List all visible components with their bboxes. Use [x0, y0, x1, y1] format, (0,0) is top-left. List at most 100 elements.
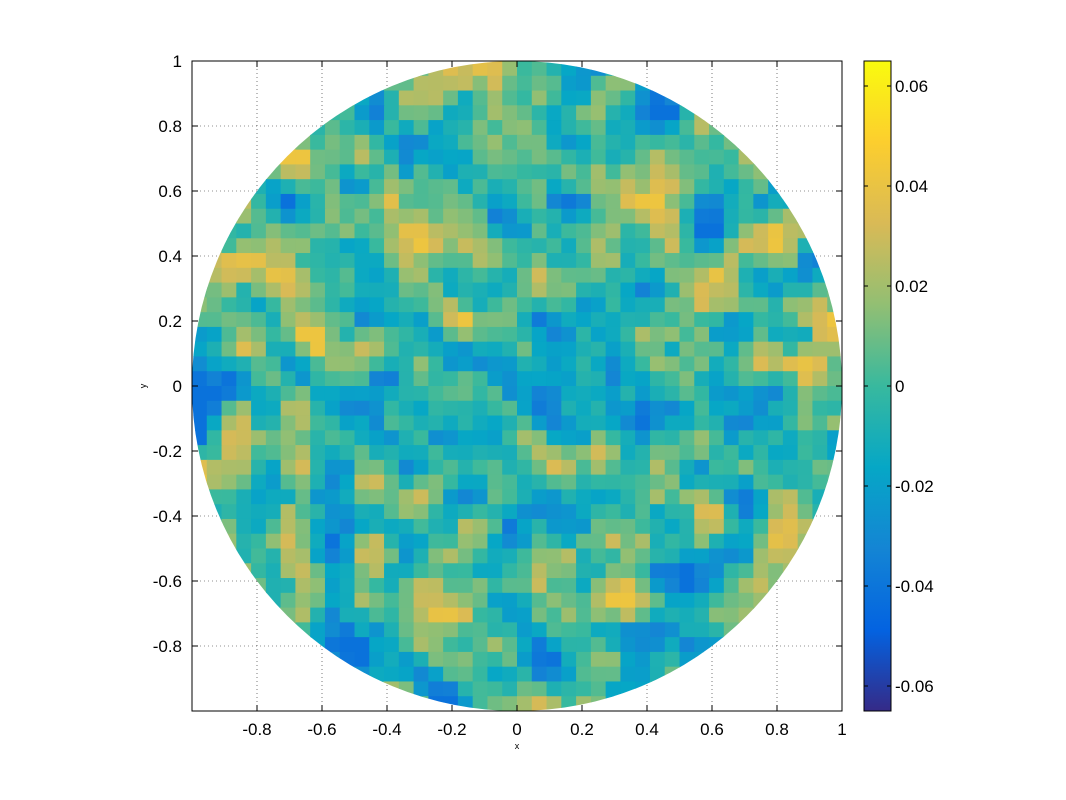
- heatmap-cell: [590, 356, 607, 372]
- heatmap-cell: [738, 267, 754, 284]
- heatmap-cell: [723, 164, 740, 180]
- heatmap-cell: [384, 445, 400, 461]
- heatmap-cell: [723, 474, 740, 491]
- heatmap-cell: [546, 105, 562, 121]
- heatmap-cell: [635, 105, 651, 121]
- heatmap-cell: [517, 267, 533, 284]
- heatmap-cell: [502, 459, 518, 476]
- heatmap-cell: [738, 356, 754, 372]
- heatmap-cell: [324, 179, 341, 195]
- heatmap-cell: [457, 489, 474, 505]
- heatmap-cell: [649, 504, 666, 520]
- heatmap-cell: [398, 208, 415, 225]
- heatmap-cell: [709, 238, 725, 254]
- heatmap-cell: [546, 267, 562, 284]
- heatmap-cell: [398, 164, 415, 180]
- heatmap-cell: [561, 312, 577, 328]
- heatmap-cell: [457, 149, 474, 166]
- heatmap-cell: [472, 386, 489, 402]
- heatmap-cell: [369, 592, 385, 609]
- heatmap-cell: [369, 386, 385, 402]
- heatmap-cell: [251, 297, 267, 313]
- heatmap-cell: [679, 386, 695, 402]
- heatmap-cell: [354, 134, 370, 151]
- heatmap-cell: [679, 578, 695, 594]
- heatmap-cell: [251, 193, 267, 210]
- heatmap-cell: [310, 267, 326, 284]
- heatmap-cell: [457, 297, 474, 313]
- heatmap-cell: [354, 518, 370, 535]
- heatmap-cell: [649, 371, 666, 387]
- heatmap-cell: [428, 578, 444, 594]
- heatmap-cell: [561, 356, 577, 372]
- colorbar-tick-label: 0.06: [895, 77, 928, 96]
- heatmap-cell: [753, 282, 769, 298]
- heatmap-cell: [457, 326, 474, 343]
- heatmap-cell: [310, 371, 326, 387]
- heatmap-cell: [398, 400, 415, 417]
- colorbar-tick-label: 0: [895, 377, 904, 396]
- heatmap-cell: [413, 459, 429, 476]
- heatmap-cell: [398, 607, 415, 623]
- heatmap-cell: [398, 563, 415, 579]
- heatmap-cell: [664, 415, 681, 431]
- heatmap-cell: [251, 415, 267, 431]
- heatmap-cell: [827, 356, 842, 372]
- heatmap-cell: [280, 474, 297, 491]
- heatmap-cell: [280, 253, 297, 269]
- heatmap-cell: [428, 430, 444, 446]
- heatmap-cell: [649, 415, 666, 431]
- heatmap-cell: [384, 238, 400, 254]
- heatmap-cell: [620, 341, 636, 358]
- heatmap-cell: [413, 312, 429, 328]
- heatmap-cell: [782, 341, 799, 358]
- heatmap-cell: [339, 548, 356, 564]
- heatmap-cell: [384, 518, 400, 535]
- heatmap-cell: [457, 238, 474, 254]
- heatmap-cell: [457, 637, 474, 653]
- heatmap-cell: [664, 341, 681, 358]
- heatmap-cell: [354, 282, 370, 298]
- heatmap-cell: [797, 267, 814, 284]
- heatmap-cell: [576, 445, 592, 461]
- heatmap-cell: [354, 105, 370, 121]
- heatmap-cell: [265, 223, 282, 239]
- heatmap-cell: [768, 371, 784, 387]
- heatmap-cell: [576, 651, 592, 668]
- y-axis-ticks: 10.80.60.40.20-0.2-0.4-0.6-0.8: [153, 52, 842, 656]
- heatmap-cell: [251, 208, 267, 225]
- heatmap-cell: [502, 238, 518, 254]
- heatmap-cell: [768, 474, 784, 491]
- heatmap-cell: [487, 666, 503, 683]
- heatmap-cell: [384, 193, 400, 210]
- heatmap-cell: [339, 149, 356, 166]
- heatmap-cell: [635, 578, 651, 594]
- heatmap-cell: [797, 489, 814, 505]
- heatmap-cell: [546, 415, 562, 431]
- heatmap-cell: [236, 445, 252, 461]
- heatmap-cell: [679, 637, 695, 653]
- heatmap-cell: [605, 164, 622, 180]
- heatmap-cell: [236, 504, 252, 520]
- heatmap-cell: [457, 179, 474, 195]
- heatmap-cell: [398, 518, 415, 535]
- heatmap-cell: [472, 61, 489, 77]
- heatmap-cell: [694, 120, 710, 136]
- heatmap-cell: [339, 297, 356, 313]
- heatmap-cell: [709, 356, 725, 372]
- heatmap-cell: [236, 253, 252, 269]
- heatmap-cell: [664, 518, 681, 535]
- heatmap-cell: [679, 445, 695, 461]
- heatmap-cell: [487, 90, 503, 106]
- heatmap-cell: [398, 637, 415, 653]
- heatmap-cell: [546, 312, 562, 328]
- heatmap-cell: [413, 592, 429, 609]
- heatmap-cell: [369, 607, 385, 623]
- heatmap-cell: [472, 282, 489, 298]
- heatmap-cell: [649, 607, 666, 623]
- heatmap-cell: [339, 459, 356, 476]
- heatmap-cell: [723, 430, 740, 446]
- heatmap-cell: [472, 637, 489, 653]
- heatmap-cell: [679, 504, 695, 520]
- heatmap-cell: [487, 474, 503, 491]
